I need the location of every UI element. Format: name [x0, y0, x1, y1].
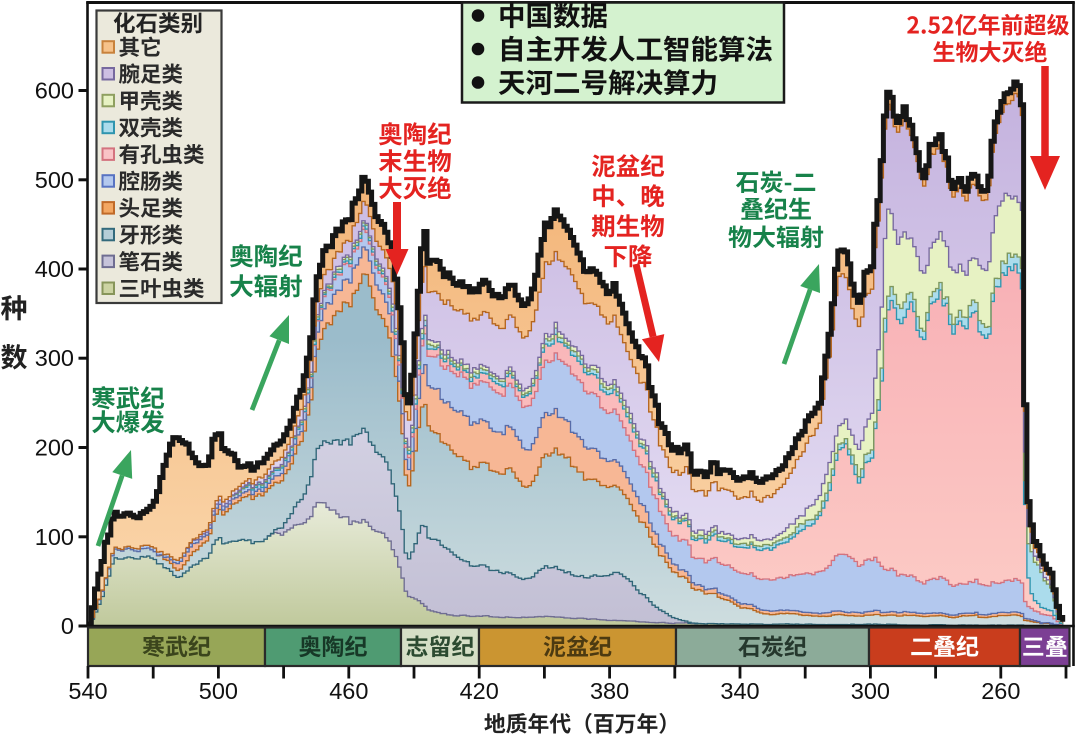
- svg-text:380: 380: [590, 678, 629, 704]
- svg-text:540: 540: [68, 678, 107, 704]
- svg-text:0: 0: [61, 613, 74, 639]
- svg-text:300: 300: [851, 678, 890, 704]
- svg-text:400: 400: [35, 256, 74, 282]
- svg-text:300: 300: [35, 345, 74, 371]
- svg-text:420: 420: [460, 678, 499, 704]
- svg-text:200: 200: [35, 435, 74, 461]
- svg-text:500: 500: [35, 167, 74, 193]
- svg-text:500: 500: [199, 678, 238, 704]
- svg-text:460: 460: [329, 678, 368, 704]
- svg-text:340: 340: [720, 678, 759, 704]
- svg-text:600: 600: [35, 78, 74, 104]
- svg-text:100: 100: [35, 524, 74, 550]
- svg-text:260: 260: [981, 678, 1020, 704]
